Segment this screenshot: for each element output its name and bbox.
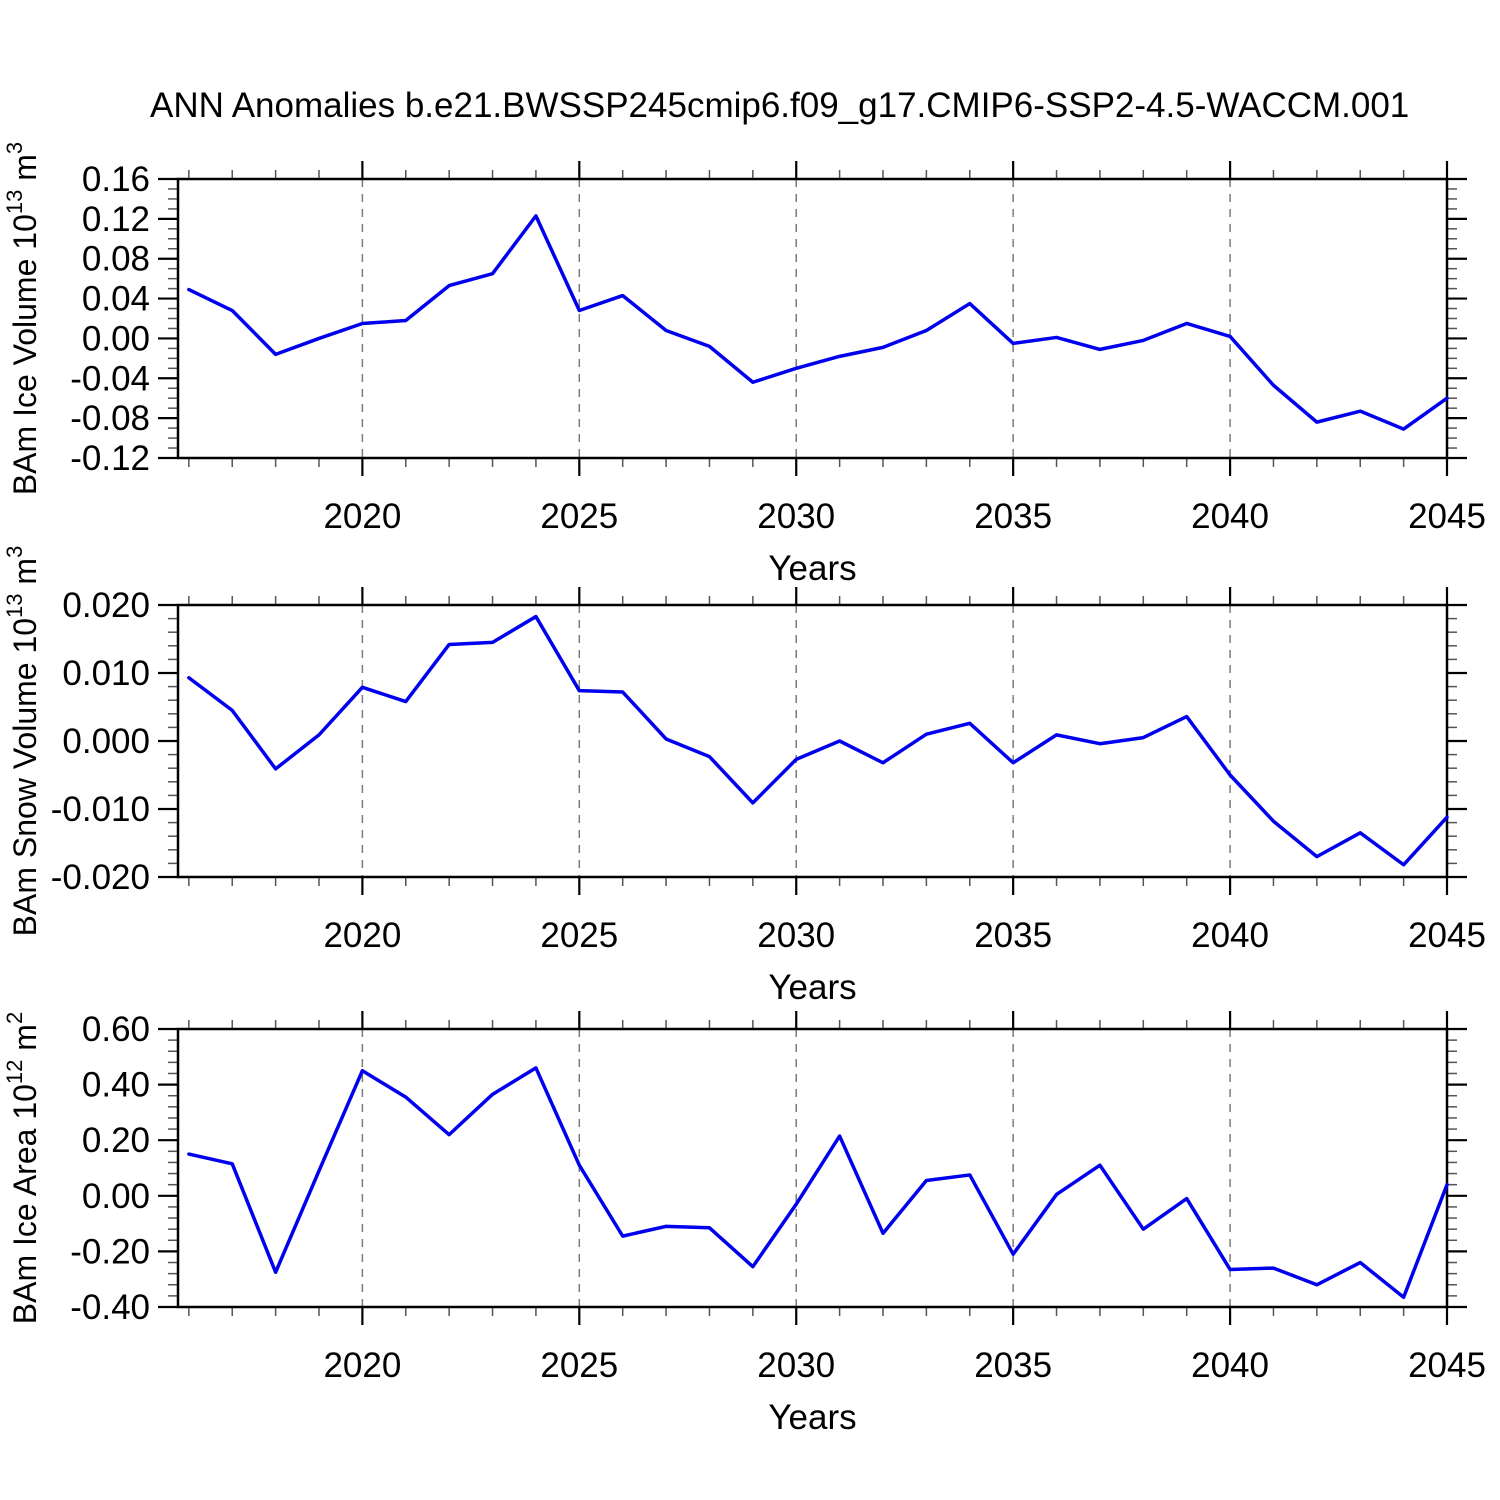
x-tick-label: 2030 (757, 916, 835, 955)
y-tick-label: -0.020 (51, 858, 150, 897)
x-tick-label: 2045 (1408, 1346, 1486, 1385)
y-tick-label: 0.020 (62, 586, 150, 625)
y-tick-label: 0.00 (82, 319, 150, 358)
y-tick-label: -0.04 (70, 359, 150, 398)
ice-volume-panel: 2020 2025 2030 2035 2040 2045 0.160.120.080.04… (2, 142, 1486, 588)
x-tick-label: 2030 (757, 497, 835, 536)
y-tick-label: 0.16 (82, 160, 150, 199)
y-tick-label: 0.00 (82, 1177, 150, 1216)
data-line (187, 614, 1449, 867)
y-tick-label: -0.12 (70, 439, 150, 478)
y-tick-label: 0.12 (82, 200, 150, 239)
y-tick-label: 0.08 (82, 240, 150, 279)
y-axis-title: BAm Ice Volume 1013 m3 (2, 142, 43, 495)
plot-frame (176, 1027, 1449, 1309)
x-tick-label: 2045 (1408, 497, 1486, 536)
y-tick-label: 0.20 (82, 1121, 150, 1160)
x-axis-title: Years (768, 549, 856, 588)
x-tick-label: 2020 (323, 1346, 401, 1385)
data-line (187, 1066, 1449, 1300)
y-tick-label: 0.60 (82, 1010, 150, 1049)
x-tick-label: 2045 (1408, 916, 1486, 955)
x-axis-title: Years (768, 968, 856, 1007)
chart-title: ANN Anomalies b.e21.BWSSP245cmip6.f09_g1… (150, 86, 1410, 125)
y-tick-label: -0.08 (70, 399, 150, 438)
x-tick-label: 2025 (540, 1346, 618, 1385)
x-tick-label: 2040 (1191, 1346, 1269, 1385)
x-tick-label: 2040 (1191, 916, 1269, 955)
y-tick-label: -0.20 (70, 1232, 150, 1271)
x-tick-label: 2040 (1191, 497, 1269, 536)
x-axis-title: Years (768, 1398, 856, 1437)
y-tick-label: 0.000 (62, 722, 150, 761)
y-tick-label: 0.40 (82, 1066, 150, 1105)
x-tick-label: 2020 (323, 916, 401, 955)
x-tick-label: 2035 (974, 1346, 1052, 1385)
y-tick-label: 0.010 (62, 654, 150, 693)
plot-frame (176, 177, 1449, 460)
x-tick-label: 2025 (540, 916, 618, 955)
snow-volume-panel: 2020 2025 2030 2035 2040 2045 0.020 0.010 0.000 -… (2, 546, 1486, 1007)
y-tick-label: 0.04 (82, 280, 150, 319)
ice-area-panel: 2020 2025 2030 2035 2040 2045 0.60 0.40 0.20 0.00… (2, 1010, 1486, 1437)
x-tick-label: 2030 (757, 1346, 835, 1385)
y-tick-label: -0.40 (70, 1288, 150, 1327)
y-axis-title: BAm Snow Volume 1013 m3 (2, 546, 43, 937)
y-axis-title: BAm Ice Area 1012 m2 (2, 1012, 43, 1324)
x-tick-label: 2035 (974, 916, 1052, 955)
plot-frame (176, 603, 1449, 879)
y-tick-label: -0.010 (51, 790, 150, 829)
x-tick-label: 2020 (323, 497, 401, 536)
x-tick-label: 2035 (974, 497, 1052, 536)
data-line (187, 214, 1449, 431)
x-tick-label: 2025 (540, 497, 618, 536)
